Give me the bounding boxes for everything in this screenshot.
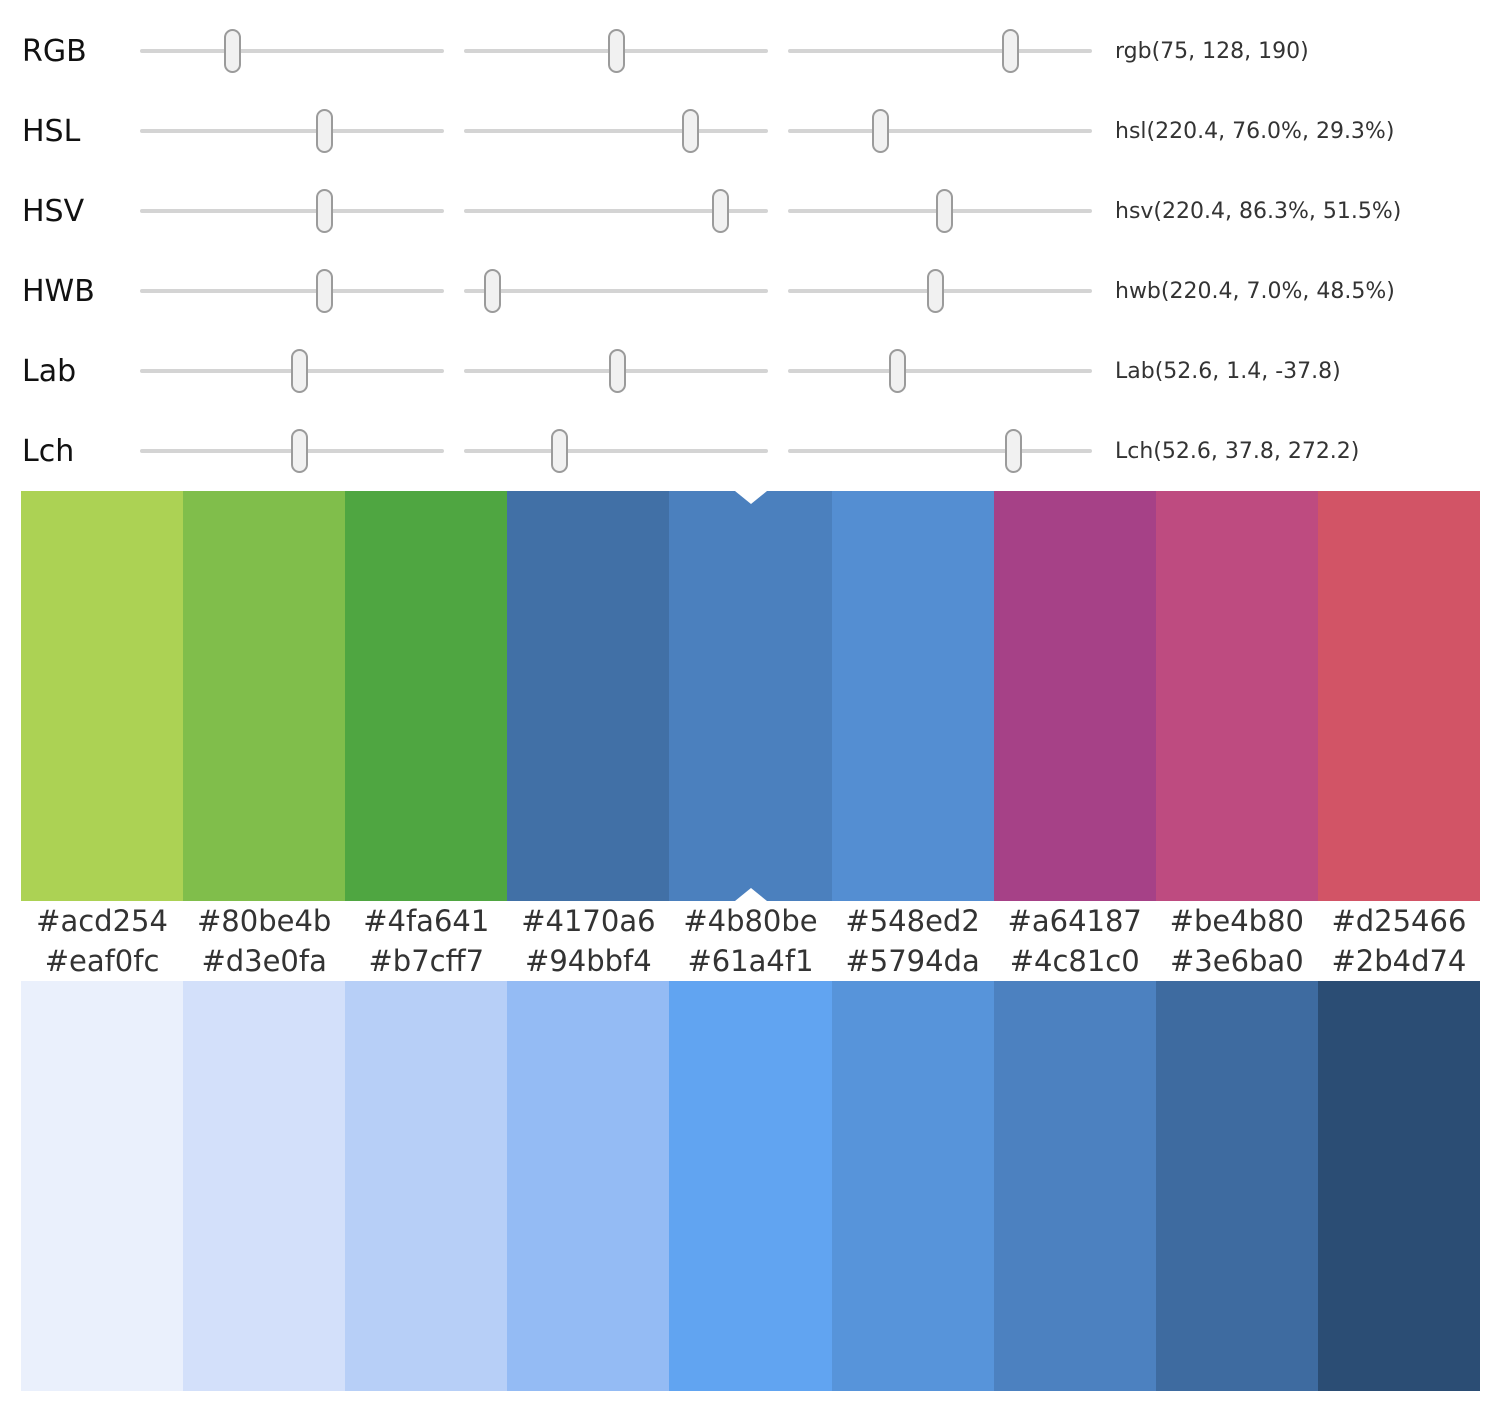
hex-label-4170a6: #4170a6 xyxy=(521,904,656,938)
hex-label-4fa641: #4fa641 xyxy=(363,904,490,938)
hex-label-2b4d74: #2b4d74 xyxy=(1331,944,1467,978)
swatch-80be4b[interactable] xyxy=(183,491,346,901)
hex-label-80be4b: #80be4b xyxy=(197,904,332,938)
lab-lightness-thumb[interactable] xyxy=(290,349,308,393)
swatch-5794da[interactable] xyxy=(831,981,994,1391)
lch-lightness-track[interactable] xyxy=(140,429,444,473)
hex-label-d25466: #d25466 xyxy=(1331,904,1467,938)
hsl-saturation-thumb[interactable] xyxy=(682,109,700,153)
hsv-hue-thumb[interactable] xyxy=(315,189,333,233)
slider-row-hsl: HSL hsl(220.4, 76.0%, 29.3%) xyxy=(0,91,1501,171)
slider-row-lch: Lch Lch(52.6, 37.8, 272.2) xyxy=(0,411,1501,491)
swatch-be4b80[interactable] xyxy=(1155,491,1318,901)
hwb-value-readout: hwb(220.4, 7.0%, 48.5%) xyxy=(1115,278,1395,304)
hex-label-5794da: #5794da xyxy=(845,944,980,978)
hsv-saturation-thumb[interactable] xyxy=(711,189,729,233)
hex-label-3e6ba0: #3e6ba0 xyxy=(1169,944,1304,978)
slider-row-hsv: HSV hsv(220.4, 86.3%, 51.5%) xyxy=(0,171,1501,251)
lch-chroma-track[interactable] xyxy=(464,429,768,473)
lch-chroma-thumb[interactable] xyxy=(550,429,568,473)
hsv-row-label: HSV xyxy=(22,193,85,229)
lab-value-readout: Lab(52.6, 1.4, -37.8) xyxy=(1115,358,1341,384)
hex-label-b7cff7: #b7cff7 xyxy=(368,944,485,978)
hwb-whiteness-thumb[interactable] xyxy=(484,269,502,313)
hex-label-61a4f1: #61a4f1 xyxy=(687,944,814,978)
tint-palette xyxy=(21,981,1480,1391)
selected-swatch-notch-top xyxy=(734,491,767,504)
swatch-4fa641[interactable] xyxy=(345,491,508,901)
hsv-value-readout: hsv(220.4, 86.3%, 51.5%) xyxy=(1115,198,1402,224)
hsl-lightness-track[interactable] xyxy=(788,109,1092,153)
hsv-value-thumb[interactable] xyxy=(935,189,953,233)
rgb-green-thumb[interactable] xyxy=(608,29,626,73)
swatch-4b80be[interactable] xyxy=(669,491,832,901)
slider-row-hwb: HWB hwb(220.4, 7.0%, 48.5%) xyxy=(0,251,1501,331)
hsv-value-track[interactable] xyxy=(788,189,1092,233)
lab-a-axis-thumb[interactable] xyxy=(608,349,626,393)
hex-label-a64187: #a64187 xyxy=(1007,904,1142,938)
swatch-4c81c0[interactable] xyxy=(993,981,1156,1391)
hsv-hue-track[interactable] xyxy=(140,189,444,233)
hwb-blackness-thumb[interactable] xyxy=(927,269,945,313)
swatch-a64187[interactable] xyxy=(993,491,1156,901)
hex-label-be4b80: #be4b80 xyxy=(1169,904,1304,938)
rgb-red-track[interactable] xyxy=(140,29,444,73)
hex-label-4c81c0: #4c81c0 xyxy=(1009,944,1140,978)
hue-palette xyxy=(21,491,1480,901)
hsl-hue-track[interactable] xyxy=(140,109,444,153)
lab-b-axis-thumb[interactable] xyxy=(889,349,907,393)
lch-hue-thumb[interactable] xyxy=(1004,429,1022,473)
hwb-blackness-track[interactable] xyxy=(788,269,1092,313)
lab-a-axis-track[interactable] xyxy=(464,349,768,393)
hex-label-acd254: #acd254 xyxy=(36,904,168,938)
swatch-b7cff7[interactable] xyxy=(345,981,508,1391)
swatch-acd254[interactable] xyxy=(21,491,184,901)
hex-label-d3e0fa: #d3e0fa xyxy=(201,944,327,978)
swatch-2b4d74[interactable] xyxy=(1317,981,1480,1391)
hsl-lightness-thumb[interactable] xyxy=(872,109,890,153)
hsl-saturation-track[interactable] xyxy=(464,109,768,153)
hsl-row-label: HSL xyxy=(22,113,81,149)
hue-palette-hex-labels: #acd254 #80be4b #4fa641 #4170a6 #4b80be #548e… xyxy=(21,901,1480,941)
hwb-row-label: HWB xyxy=(22,273,95,309)
swatch-4170a6[interactable] xyxy=(507,491,670,901)
hwb-whiteness-track[interactable] xyxy=(464,269,768,313)
hwb-hue-thumb[interactable] xyxy=(315,269,333,313)
tint-palette-hex-labels: #eaf0fc #d3e0fa #b7cff7 #94bbf4 #61a4f1 #5794… xyxy=(21,941,1480,981)
lch-hue-track[interactable] xyxy=(788,429,1092,473)
hsl-value-readout: hsl(220.4, 76.0%, 29.3%) xyxy=(1115,118,1395,144)
swatch-eaf0fc[interactable] xyxy=(21,981,184,1391)
slider-panel: RGB rgb(75, 128, 190) HSL hsl(220.4, 76.… xyxy=(0,0,1501,491)
lab-b-axis-track[interactable] xyxy=(788,349,1092,393)
hex-label-94bbf4: #94bbf4 xyxy=(525,944,652,978)
rgb-green-track[interactable] xyxy=(464,29,768,73)
hsl-hue-thumb[interactable] xyxy=(315,109,333,153)
hex-label-548ed2: #548ed2 xyxy=(845,904,980,938)
lab-lightness-track[interactable] xyxy=(140,349,444,393)
swatch-94bbf4[interactable] xyxy=(507,981,670,1391)
swatch-3e6ba0[interactable] xyxy=(1155,981,1318,1391)
lch-value-readout: Lch(52.6, 37.8, 272.2) xyxy=(1115,438,1360,464)
swatch-61a4f1[interactable] xyxy=(669,981,832,1391)
lch-row-label: Lch xyxy=(22,433,75,469)
rgb-value-readout: rgb(75, 128, 190) xyxy=(1115,38,1309,64)
rgb-row-label: RGB xyxy=(22,33,87,69)
rgb-blue-track[interactable] xyxy=(788,29,1092,73)
rgb-red-thumb[interactable] xyxy=(224,29,242,73)
hex-label-eaf0fc: #eaf0fc xyxy=(44,944,160,978)
lab-row-label: Lab xyxy=(22,353,77,389)
slider-row-rgb: RGB rgb(75, 128, 190) xyxy=(0,11,1501,91)
lch-lightness-thumb[interactable] xyxy=(290,429,308,473)
swatch-548ed2[interactable] xyxy=(831,491,994,901)
rgb-blue-thumb[interactable] xyxy=(1001,29,1019,73)
selected-swatch-notch-bottom xyxy=(734,888,767,901)
swatch-d25466[interactable] xyxy=(1317,491,1480,901)
hex-label-4b80be: #4b80be xyxy=(683,904,818,938)
swatch-d3e0fa[interactable] xyxy=(183,981,346,1391)
hsv-saturation-track[interactable] xyxy=(464,189,768,233)
hwb-hue-track[interactable] xyxy=(140,269,444,313)
slider-row-lab: Lab Lab(52.6, 1.4, -37.8) xyxy=(0,331,1501,411)
